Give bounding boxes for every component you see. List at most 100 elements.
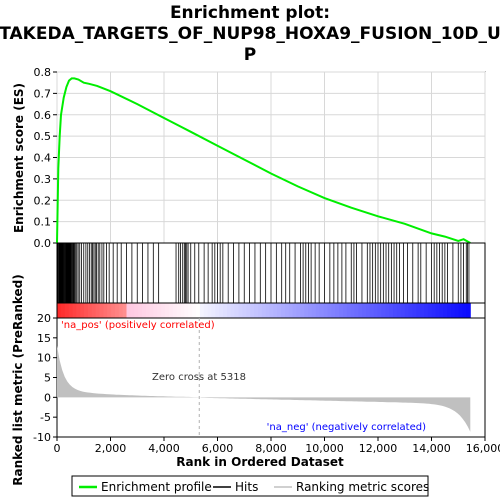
color-bar-segment (281, 303, 286, 318)
es-y-tick-label: 0.1 (34, 216, 52, 229)
color-bar-segment (381, 303, 386, 318)
color-bar-segment (219, 303, 224, 318)
color-bar-segment (207, 303, 212, 318)
color-bar-segment (346, 303, 352, 318)
title-line-3: P (244, 45, 256, 65)
es-y-tick-label: 0.7 (34, 87, 52, 100)
color-bar-segment (103, 303, 108, 318)
color-bar-segment (369, 303, 375, 318)
color-bar-segment (412, 303, 417, 318)
color-bar-segment (199, 303, 205, 318)
enrichment-profile-line (56, 77, 471, 244)
color-bar-segment (408, 303, 413, 318)
x-tick-label: 12,000 (359, 442, 398, 455)
color-bar-segment (107, 303, 112, 318)
color-bar-segment (157, 303, 162, 318)
color-bar-segment (439, 303, 444, 318)
color-bar-segment (134, 303, 139, 318)
metric-y-tick-label: 20 (37, 312, 51, 325)
zero-cross-label: Zero cross at 5318 (152, 372, 246, 383)
color-bar-segment (385, 303, 390, 318)
metric-y-tick-label: 5 (44, 372, 51, 385)
color-bar-segment (257, 303, 263, 318)
rank-color-bar (57, 303, 471, 318)
color-bar-segment (450, 303, 456, 318)
color-bar-segment (226, 303, 232, 318)
x-tick-label: 0 (54, 442, 61, 455)
color-bar-segment (261, 303, 267, 318)
title-line-1: Enrichment plot: (170, 3, 330, 23)
color-bar-segment (130, 303, 135, 318)
color-bar-segment (458, 303, 464, 318)
color-bar-segment (161, 303, 166, 318)
color-bar-segment (238, 303, 243, 318)
color-bar-segment (416, 303, 421, 318)
color-bar-segment (296, 303, 301, 318)
es-y-axis-ticks: 0.0 0.1 0.2 0.3 0.4 0.5 0.6 0.7 0.8 (34, 66, 57, 250)
es-y-tick-label: 0.8 (34, 66, 52, 79)
x-tick-label: 16,000 (466, 442, 500, 455)
legend-label-enrichment: Enrichment profile (101, 480, 212, 494)
x-axis-label: Rank in Ordered Dataset (176, 455, 344, 469)
color-bar-segment (80, 303, 85, 318)
color-bar-segment (389, 303, 394, 318)
color-bar-segment (304, 303, 309, 318)
plot-title: Enrichment plot: TAKEDA_TARGETS_OF_NUP98… (0, 3, 500, 65)
metric-y-tick-label: 0 (44, 391, 51, 404)
metric-y-tick-label: 15 (37, 332, 51, 345)
color-bar-segment (118, 303, 124, 318)
es-y-tick-label: 0.4 (34, 152, 52, 165)
color-bar-segment (284, 303, 290, 318)
metric-y-axis-label: Ranked list metric (PreRanked) (11, 274, 25, 486)
color-bar-segment (366, 303, 371, 318)
color-bar-segment (377, 303, 382, 318)
color-bar-segment (373, 303, 379, 318)
color-bar-segment (447, 303, 452, 318)
color-bar-segment (126, 303, 131, 318)
color-bar-segment (203, 303, 209, 318)
color-bar-segment (141, 303, 147, 318)
color-bar-segment (184, 303, 189, 318)
color-bar-segment (196, 303, 201, 318)
color-bar-segment (269, 303, 274, 318)
color-bar-segment (404, 303, 409, 318)
color-bar-segment (169, 303, 174, 318)
legend-frame (71, 475, 429, 497)
color-bar-segment (122, 303, 128, 318)
color-bar-segment (211, 303, 216, 318)
color-bar-segment (427, 303, 433, 318)
color-bar-segment (393, 303, 398, 318)
color-bar-segment (192, 303, 197, 318)
color-bar-segment (145, 303, 151, 318)
color-bar-segment (253, 303, 259, 318)
x-tick-label: 14,000 (412, 442, 451, 455)
color-bar-segment (138, 303, 143, 318)
color-bar-segment (335, 303, 340, 318)
color-bar-segment (84, 303, 89, 318)
color-bar-segment (300, 303, 305, 318)
color-bar-segment (114, 303, 120, 318)
color-bar-segment (443, 303, 448, 318)
color-bar-segment (246, 303, 251, 318)
color-bar-segment (454, 303, 460, 318)
color-bar-segment (172, 303, 178, 318)
color-bar-segment (288, 303, 294, 318)
color-bar-segment (435, 303, 440, 318)
es-y-tick-label: 0.6 (34, 109, 52, 122)
color-bar-segment (99, 303, 104, 318)
color-bar-segment (311, 303, 317, 318)
color-bar-segment (315, 303, 321, 318)
positive-correlation-label: 'na_pos' (positively correlated) (61, 320, 215, 331)
color-bar-segment (72, 303, 77, 318)
color-bar-segment (265, 303, 270, 318)
color-bar-segment (91, 303, 97, 318)
x-tick-label: 8,000 (255, 442, 287, 455)
color-bar-segment (338, 303, 344, 318)
metric-y-axis-ticks: -10 -5 0 5 10 15 20 (33, 312, 57, 444)
color-bar-segment (230, 303, 236, 318)
title-line-2: TAKEDA_TARGETS_OF_NUP98_HOXA9_FUSION_10D… (0, 24, 500, 44)
color-bar-segment (215, 303, 220, 318)
es-y-tick-label: 0.2 (34, 194, 52, 207)
color-bar-segment (319, 303, 325, 318)
